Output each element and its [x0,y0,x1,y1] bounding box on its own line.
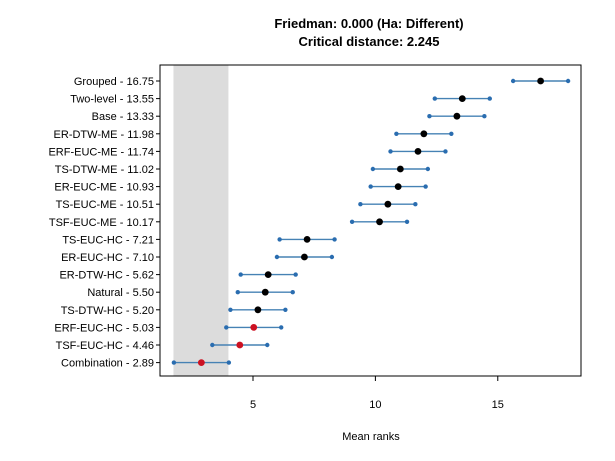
row-label: Combination - 2.89 [61,358,154,370]
row-label: TSF-EUC-ME - 10.17 [49,217,154,229]
interval-low-point [171,360,177,365]
interval-low-point [349,219,355,224]
mean-rank-point [414,148,422,155]
interval-high-point [423,184,428,189]
row-label: TS-EUC-ME - 10.51 [56,199,154,211]
mean-rank-point [261,288,269,296]
interval-low-point [210,342,215,348]
row-label: TS-DTW-HC - 5.20 [61,305,154,317]
row-label: Two-level - 13.55 [70,94,154,106]
interval-high-point [487,96,492,101]
mean-rank-point [458,95,466,102]
interval-high-point [413,202,418,207]
mean-rank-point [264,271,272,278]
mean-rank-point [197,359,205,366]
interval-high-point [332,237,337,242]
mean-rank-point [384,200,392,208]
interval-high-point [226,360,232,365]
interval-low-point [277,237,282,242]
mean-rank-point [376,218,383,226]
interval-high-point [425,166,431,172]
mean-rank-point [236,341,244,349]
interval-high-point [265,342,270,348]
row-label: TS-EUC-HC - 7.21 [62,234,154,246]
interval-low-point [432,96,438,101]
interval-high-point [329,254,335,260]
interval-low-point [370,166,376,172]
row-label: TSF-EUC-HC - 4.46 [56,340,154,352]
interval-low-point [228,307,233,312]
mean-rank-point [537,77,545,85]
row-label: ER-DTW-ME - 11.98 [54,129,154,141]
critical-distance-band [173,65,229,376]
interval-high-point [482,114,487,119]
interval-low-point [358,202,363,207]
interval-high-point [443,149,448,154]
interval-low-point [388,149,393,154]
row-label: ER-EUC-ME - 10.93 [54,182,154,194]
mean-rank-point [254,306,262,314]
row-label: ER-EUC-HC - 7.10 [61,252,154,264]
mean-rank-point [301,253,308,261]
row-label: TS-DTW-ME - 11.02 [55,164,154,176]
interval-high-point [404,219,410,224]
interval-low-point [224,325,229,330]
interval-low-point [394,131,399,136]
row-label: ERF-EUC-HC - 5.03 [54,322,154,334]
row-label: ER-DTW-HC - 5.62 [59,270,154,282]
row-label: Natural - 5.50 [87,287,154,299]
chart-title: Friedman: 0.000 (Ha: Different) [274,16,463,31]
x-tick-label: 15 [492,399,504,411]
mean-rank-point [394,183,402,191]
mean-rank-point [303,236,311,243]
interval-low-point [510,78,516,84]
interval-high-point [449,131,454,136]
interval-high-point [283,307,288,312]
mean-rank-point [453,112,461,120]
interval-high-point [290,290,295,295]
plot-marks: Grouped - 16.75 Two-level - 13.55 Base - 1… [48,76,571,370]
chart-subtitle: Critical distance: 2.245 [299,34,440,49]
plot-frame [159,64,582,377]
interval-high-point [293,272,298,277]
interval-low-point [368,184,373,189]
interval-low-point [238,272,243,277]
interval-high-point [565,78,571,84]
row-label: Base - 13.33 [92,111,154,123]
mean-rank-point [420,130,428,138]
interval-low-point [427,114,432,119]
x-tick-label: 10 [369,399,381,411]
interval-low-point [274,254,280,260]
x-axis-label: Mean ranks [342,431,400,443]
row-label: ERF-EUC-ME - 11.74 [48,146,154,158]
mean-rank-point [396,165,404,173]
row-label: Grouped - 16.75 [74,76,154,88]
mean-rank-point [250,324,258,331]
interval-low-point [235,290,240,295]
x-tick-label: 5 [250,399,256,411]
x-axis: 5 10 15 [250,376,504,411]
interval-high-point [279,325,284,330]
